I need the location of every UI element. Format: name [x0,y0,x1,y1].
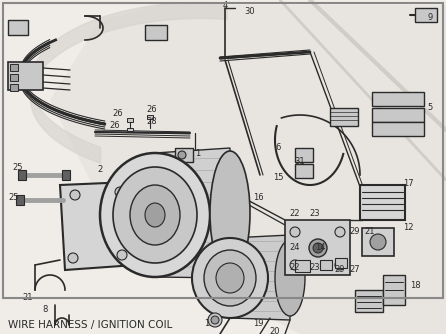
Circle shape [115,187,125,197]
Text: 21: 21 [365,227,375,236]
Ellipse shape [145,203,165,227]
Text: 9: 9 [427,13,433,22]
Bar [145,25,167,40]
Text: 15: 15 [273,173,283,182]
Circle shape [208,313,222,327]
Bar [175,148,193,162]
Bar [8,20,28,35]
Ellipse shape [113,167,197,263]
Circle shape [290,260,300,270]
Text: 25: 25 [13,164,23,172]
Bar [372,92,424,106]
Text: 20: 20 [270,328,280,334]
Text: 23: 23 [310,209,320,218]
Text: 26: 26 [147,106,157,115]
Text: 1: 1 [204,320,210,329]
Bar [10,84,18,91]
Polygon shape [155,148,230,278]
Ellipse shape [130,185,180,245]
Circle shape [313,243,323,253]
Ellipse shape [210,151,250,275]
Polygon shape [60,182,135,270]
Bar [295,148,313,162]
Bar [62,170,70,180]
Text: 4: 4 [223,0,227,9]
Bar [18,170,26,180]
Bar [335,258,347,268]
Text: 14: 14 [315,243,325,253]
Ellipse shape [204,250,256,306]
Bar [8,62,43,90]
Text: 6: 6 [275,144,281,153]
Circle shape [211,316,219,324]
Bar [285,220,350,275]
Text: 30: 30 [245,7,255,16]
Text: 29: 29 [335,266,345,275]
Text: 26: 26 [113,109,123,118]
Text: WIRE HARNESS / IGNITION COIL: WIRE HARNESS / IGNITION COIL [8,320,172,330]
Text: 17: 17 [403,178,413,187]
Text: 12: 12 [403,223,413,232]
Bar [330,108,358,126]
Ellipse shape [216,263,244,293]
Bar [383,275,405,305]
Bar [127,118,133,122]
Circle shape [70,190,80,200]
Bar [16,195,24,205]
Circle shape [178,151,186,159]
Bar [147,115,153,119]
Circle shape [309,239,327,257]
Text: 5: 5 [427,104,433,113]
Bar [372,108,424,122]
Ellipse shape [275,240,305,316]
Text: 1: 1 [195,149,201,158]
Text: 23: 23 [310,264,320,273]
Circle shape [117,250,127,260]
Bar [127,128,133,131]
Ellipse shape [192,238,268,318]
Ellipse shape [100,153,210,277]
Circle shape [290,227,300,237]
Text: 22: 22 [290,209,300,218]
Circle shape [370,234,386,250]
Bar [362,228,394,256]
Bar [3,3,443,298]
Bar [360,185,405,220]
Text: 29: 29 [350,227,360,236]
Bar [372,122,424,136]
Bar [415,8,437,22]
Text: 22: 22 [290,264,300,273]
Text: 26: 26 [110,121,120,130]
Bar [10,64,18,71]
Text: 24: 24 [290,243,300,253]
Circle shape [335,227,345,237]
Bar [295,164,313,178]
Text: 31: 31 [295,158,306,167]
Bar [295,260,310,272]
Bar [355,290,383,312]
Bar [320,260,332,270]
Polygon shape [230,235,290,320]
Text: 18: 18 [410,281,420,290]
Text: 16: 16 [253,193,263,202]
Text: 2: 2 [97,166,103,174]
Circle shape [335,260,345,270]
Text: 19: 19 [253,320,263,329]
Bar [10,74,18,81]
Circle shape [68,253,78,263]
Text: 25: 25 [9,193,19,202]
Text: 27: 27 [350,266,360,275]
Text: 21: 21 [23,294,33,303]
Text: 8: 8 [42,306,48,315]
Polygon shape [50,5,446,334]
Text: 28: 28 [147,118,157,127]
